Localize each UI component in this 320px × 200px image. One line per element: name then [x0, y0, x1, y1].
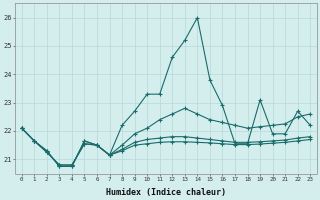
X-axis label: Humidex (Indice chaleur): Humidex (Indice chaleur) — [106, 188, 226, 197]
